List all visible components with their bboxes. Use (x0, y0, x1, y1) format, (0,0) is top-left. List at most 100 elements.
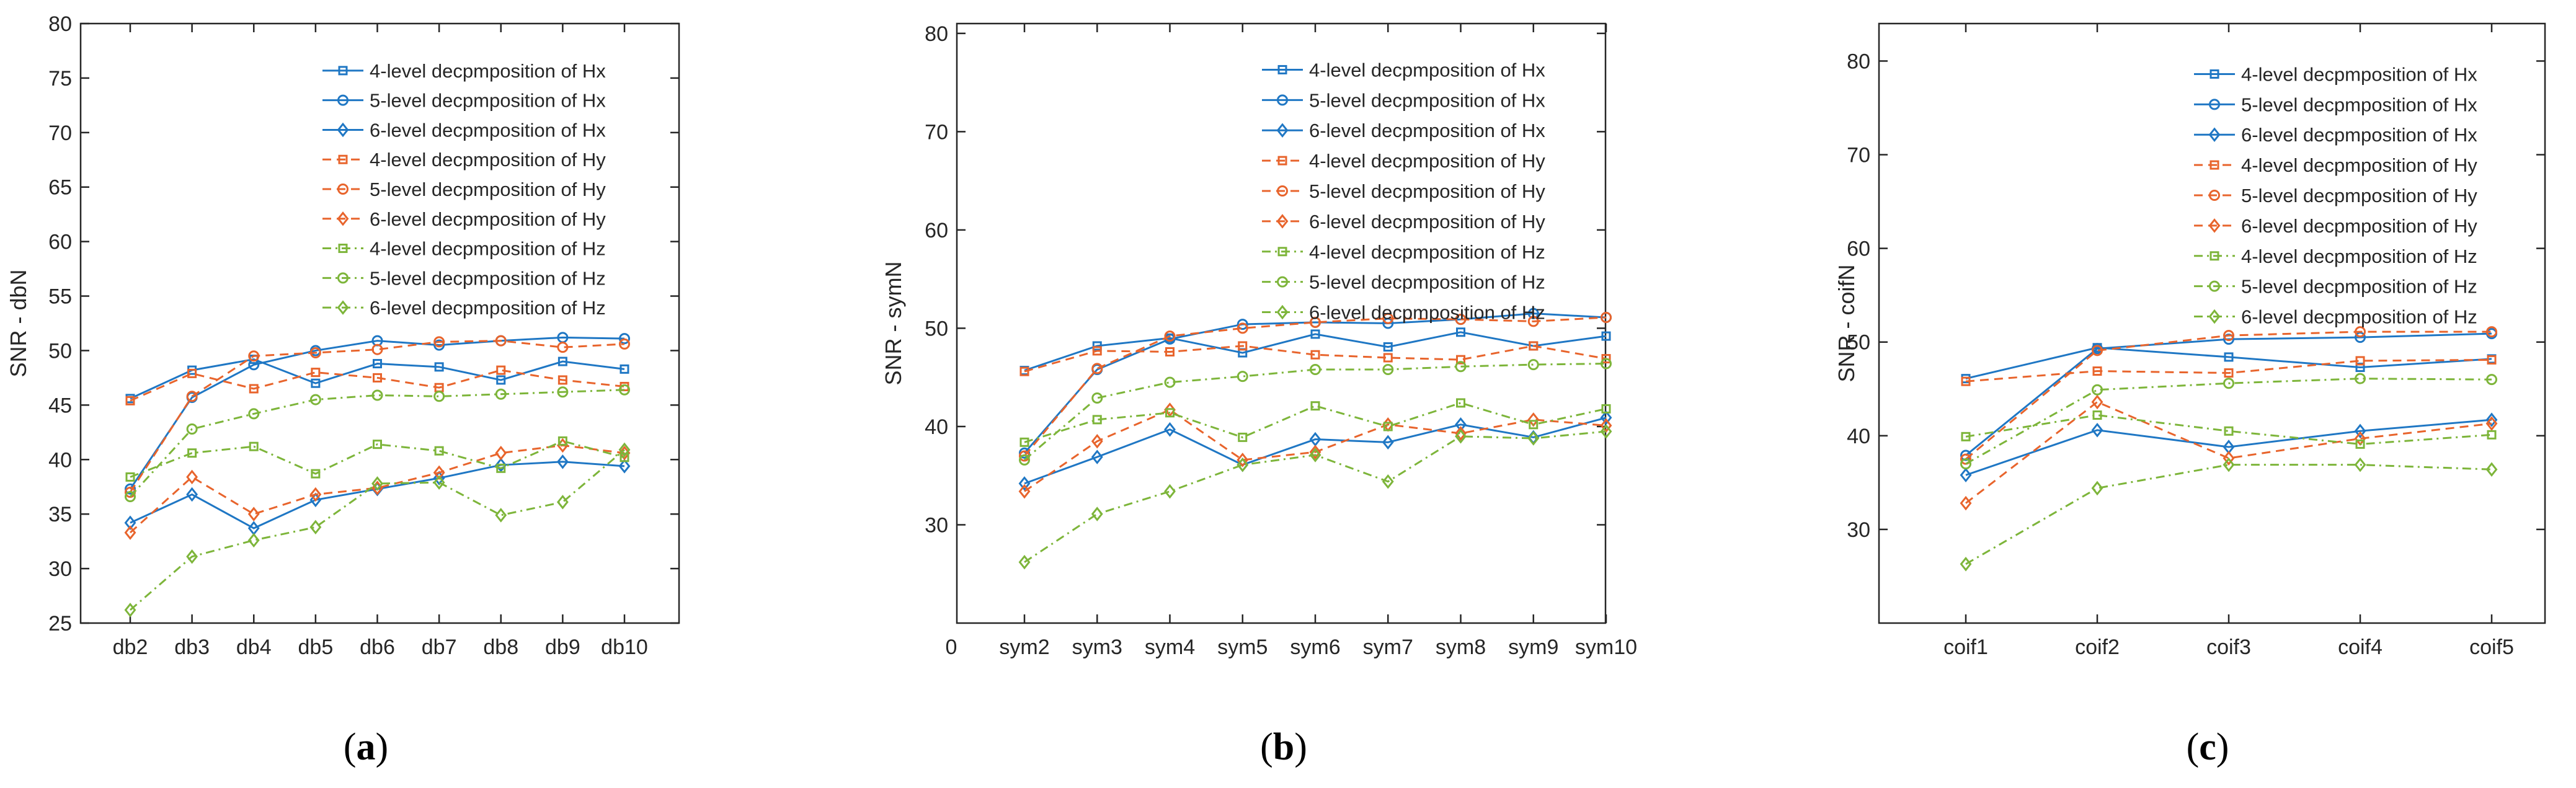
data-point-hz-square (620, 453, 629, 463)
series-line-hz-circle (129, 389, 625, 498)
data-point-hx-diamond (2354, 423, 2366, 439)
y-tick-label: 70 (48, 122, 72, 145)
x-tick-label: sym5 (1217, 635, 1268, 659)
data-point-hx-diamond (1960, 467, 1972, 483)
legend-swatch-marker (2210, 251, 2219, 261)
series-line-hy-square (130, 369, 625, 402)
series-line-hx-square (130, 358, 625, 400)
data-point-hz-square (249, 441, 259, 451)
data-point-hz-circle (619, 384, 630, 396)
data-point-hz-square (1383, 422, 1393, 432)
data-point-hx-circle (2355, 332, 2366, 343)
legend-entry-label: 4-level decpmposition of Hz (370, 238, 606, 260)
legend-entry-label: 4-level decpmposition of Hx (370, 60, 606, 82)
legend-swatch-marker (338, 244, 348, 254)
data-point-hx-square (1601, 331, 1611, 341)
data-point-hy-square (1238, 341, 1248, 351)
data-point-hz-square (1238, 432, 1248, 442)
y-tick-label: 70 (1847, 144, 1870, 167)
data-point-hx-circle (1527, 308, 1539, 319)
data-point-hx-diamond (1091, 449, 1103, 464)
x-tick-label: coif3 (2206, 635, 2251, 659)
y-tick-label: 80 (48, 12, 72, 36)
y-tick-label: 75 (48, 67, 72, 91)
data-point-hx-diamond (556, 454, 569, 469)
data-point-hy-circle (433, 336, 445, 348)
data-point-hz-circle (557, 386, 569, 398)
data-point-hx-diamond (1382, 435, 1394, 450)
data-point-hy-circle (2355, 326, 2366, 338)
data-point-hz-diamond (1091, 507, 1103, 521)
data-point-hx-diamond (2091, 422, 2103, 438)
data-point-hx-circle (1382, 317, 1394, 329)
y-tick-label: 40 (1847, 425, 1870, 448)
data-point-hz-circle (309, 394, 321, 405)
data-point-hz-circle (125, 491, 136, 503)
data-point-hy-circle (248, 350, 260, 362)
legend-entry-label: 6-level decpmposition of Hy (2241, 215, 2477, 237)
data-point-hz-circle (2486, 374, 2497, 386)
x-tick-label: sym4 (1145, 635, 1195, 659)
data-point-hx-square (1383, 342, 1393, 352)
data-point-hy-circle (1601, 311, 1612, 323)
x-tick-label: db7 (422, 635, 457, 659)
data-point-hz-circle (1382, 364, 1394, 376)
data-point-hy-diamond (1309, 445, 1321, 459)
data-point-hy-square (1601, 354, 1611, 364)
legend: 4-level decpmposition of Hx 5-level decpm… (1262, 59, 1545, 324)
y-tick-label: 45 (48, 394, 72, 417)
x-tick-label: db5 (298, 635, 334, 659)
data-point-hx-square (311, 378, 321, 388)
series-line-hx-diamond (1965, 418, 2492, 476)
data-point-hy-diamond (1600, 418, 1612, 433)
data-point-hz-diamond (2091, 480, 2103, 496)
data-point-hy-circle (1164, 330, 1176, 342)
x-tick-label: coif1 (1943, 635, 1988, 659)
data-point-hx-square (434, 362, 444, 372)
axes-frame (79, 22, 680, 624)
legend-entry-label: 5-level decpmposition of Hz (1309, 272, 1545, 293)
legend-entry-label: 5-level decpmposition of Hy (370, 179, 606, 200)
legend: 4-level decpmposition of Hx 5-level decpm… (322, 60, 606, 319)
data-point-hx-diamond (309, 492, 322, 508)
series-line-hy-diamond (129, 444, 625, 534)
data-point-hz-diamond (556, 495, 569, 510)
legend-entry-label: 6-level decpmposition of Hz (1309, 302, 1545, 324)
data-point-hx-circle (125, 483, 136, 495)
data-point-hy-square (1165, 347, 1175, 356)
y-tick-label: 25 (48, 612, 72, 635)
y-tick-label: 60 (1847, 237, 1870, 261)
data-point-hz-diamond (1527, 431, 1540, 446)
data-point-hz-square (1601, 404, 1611, 414)
x-tick-label: coif2 (2075, 635, 2120, 659)
data-point-hz-square (1019, 437, 1029, 447)
panel-caption: (c) (2187, 726, 2229, 768)
data-point-hz-square (1165, 408, 1175, 418)
series-line-hz-square (1024, 402, 1607, 443)
x-tick-label: sym7 (1363, 635, 1413, 659)
data-point-hy-diamond (186, 469, 198, 485)
data-point-hz-diamond (371, 476, 383, 491)
legend-swatch-marker (2208, 218, 2221, 233)
data-point-hx-circle (619, 333, 630, 345)
x-tick-label: sym6 (1290, 635, 1340, 659)
legend: 4-level decpmposition of Hx 5-level decpm… (2194, 63, 2477, 328)
y-tick-label: 65 (48, 176, 72, 200)
x-tick-label: sym9 (1508, 635, 1558, 659)
legend-entry-label: 4-level decpmposition of Hx (1309, 59, 1545, 81)
x-tick-label: db2 (113, 635, 148, 659)
data-point-hy-diamond (495, 445, 507, 461)
data-point-hy-circle (2092, 345, 2103, 356)
data-point-hy-circle (1527, 316, 1539, 327)
data-point-hz-diamond (433, 475, 445, 490)
legend-entry-label: 4-level decpmposition of Hz (2241, 246, 2477, 267)
y-tick-label: 60 (925, 219, 948, 242)
data-point-hz-circle (1019, 454, 1030, 466)
data-point-hz-diamond (1382, 474, 1394, 489)
legend-swatch-marker (2209, 99, 2220, 110)
panel-caption-letter: b (1273, 726, 1294, 768)
data-point-hz-circle (1455, 361, 1467, 373)
series-line-hz-diamond (1024, 430, 1607, 563)
data-point-hy-square (373, 373, 382, 383)
